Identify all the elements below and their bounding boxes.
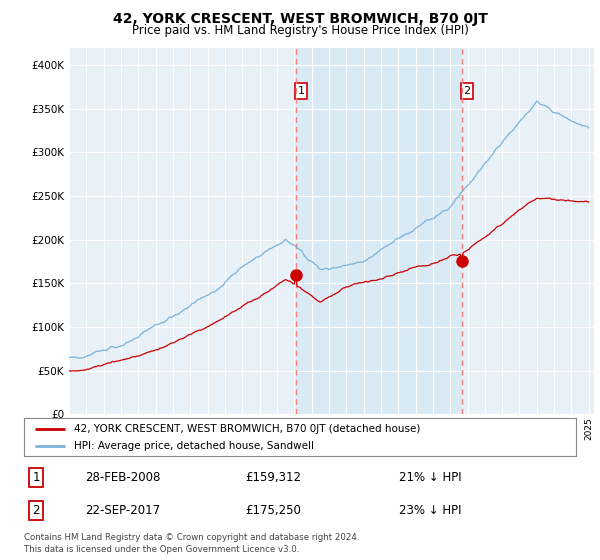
Text: 23% ↓ HPI: 23% ↓ HPI — [400, 504, 462, 517]
Text: Price paid vs. HM Land Registry's House Price Index (HPI): Price paid vs. HM Land Registry's House … — [131, 24, 469, 37]
Text: 28-FEB-2008: 28-FEB-2008 — [85, 471, 160, 484]
Text: Contains HM Land Registry data © Crown copyright and database right 2024.
This d: Contains HM Land Registry data © Crown c… — [24, 533, 359, 554]
Text: 21% ↓ HPI: 21% ↓ HPI — [400, 471, 462, 484]
Text: 2: 2 — [32, 504, 40, 517]
Text: 42, YORK CRESCENT, WEST BROMWICH, B70 0JT (detached house): 42, YORK CRESCENT, WEST BROMWICH, B70 0J… — [74, 423, 420, 433]
Text: HPI: Average price, detached house, Sandwell: HPI: Average price, detached house, Sand… — [74, 441, 314, 451]
Text: 1: 1 — [298, 86, 304, 96]
Bar — [296, 48, 462, 414]
Text: 42, YORK CRESCENT, WEST BROMWICH, B70 0JT: 42, YORK CRESCENT, WEST BROMWICH, B70 0J… — [113, 12, 487, 26]
Text: 22-SEP-2017: 22-SEP-2017 — [85, 504, 160, 517]
Text: £159,312: £159,312 — [245, 471, 301, 484]
Text: £175,250: £175,250 — [245, 504, 301, 517]
Text: 2: 2 — [463, 86, 470, 96]
Text: 1: 1 — [32, 471, 40, 484]
